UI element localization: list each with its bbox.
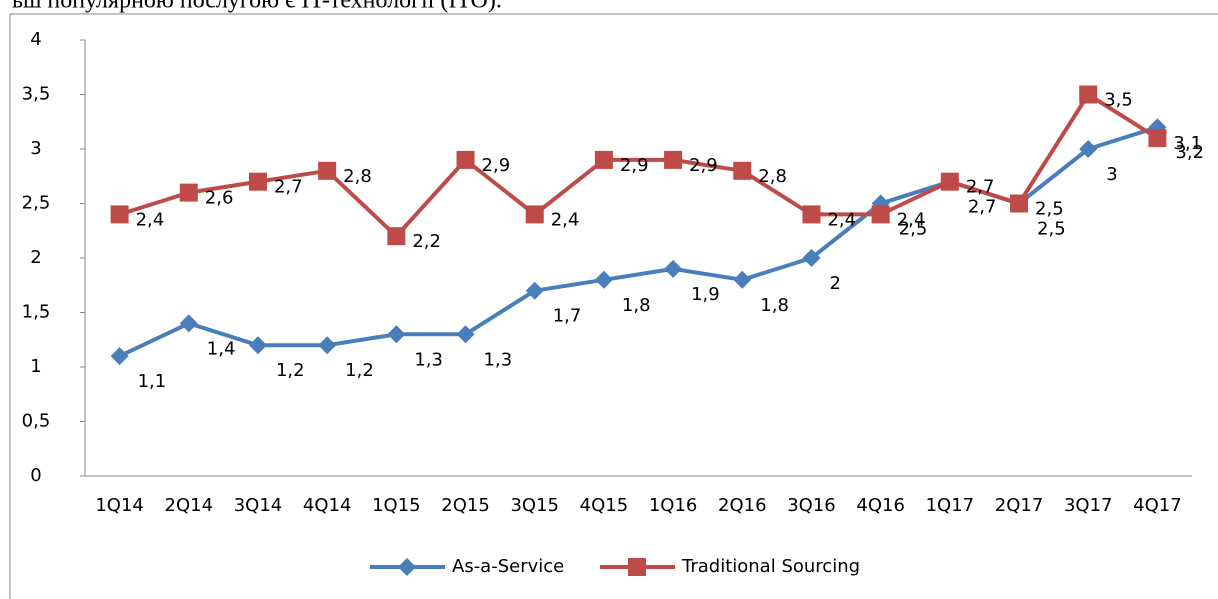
x-tick-label: 2Q17 xyxy=(995,495,1044,516)
x-tick-label: 1Q17 xyxy=(926,495,975,516)
data-label: 1,7 xyxy=(553,306,582,327)
x-tick-label: 4Q17 xyxy=(1133,495,1182,516)
x-tick-label: 1Q15 xyxy=(372,495,421,516)
marker xyxy=(456,325,475,344)
marker xyxy=(110,205,129,224)
x-tick-label: 4Q16 xyxy=(856,495,905,516)
data-label: 2,8 xyxy=(758,166,787,187)
marker xyxy=(628,558,646,576)
x-tick-label: 2Q15 xyxy=(441,495,490,516)
marker xyxy=(456,150,475,169)
y-tick-label: 0 xyxy=(30,465,41,486)
marker xyxy=(664,259,683,278)
x-tick-label: 3Q14 xyxy=(234,495,283,516)
header-text: ьш популярною послугою є IT-технології (… xyxy=(12,0,502,14)
data-label: 1,2 xyxy=(276,360,305,381)
data-label: 1,3 xyxy=(414,349,443,370)
y-tick-label: 0,5 xyxy=(22,411,51,432)
marker xyxy=(802,249,821,267)
marker xyxy=(940,172,959,191)
legend-label: Traditional Sourcing xyxy=(681,556,860,577)
data-label: 2,5 xyxy=(1037,219,1066,240)
y-tick-label: 1 xyxy=(30,356,41,377)
marker xyxy=(318,336,337,355)
marker xyxy=(594,150,613,169)
y-tick-label: 1,5 xyxy=(22,302,51,323)
marker xyxy=(318,161,337,180)
marker xyxy=(664,150,683,169)
marker xyxy=(179,183,198,202)
data-label: 2,7 xyxy=(966,177,995,198)
data-label: 1,9 xyxy=(691,284,720,305)
data-label: 1,8 xyxy=(622,295,651,316)
data-label: 2,8 xyxy=(343,166,372,187)
x-tick-label: 4Q15 xyxy=(580,495,629,516)
marker xyxy=(1079,140,1098,158)
header-mask xyxy=(0,14,1218,16)
data-label: 1,2 xyxy=(345,360,374,381)
data-label: 2,4 xyxy=(827,209,856,230)
x-tick-label: 2Q14 xyxy=(165,495,214,516)
marker xyxy=(1148,129,1167,148)
data-label: 2,9 xyxy=(689,155,718,176)
x-tick-label: 3Q15 xyxy=(510,495,559,516)
data-label: 2,7 xyxy=(968,197,997,218)
data-label: 3,1 xyxy=(1173,133,1202,154)
data-label: 2,4 xyxy=(136,209,165,230)
marker xyxy=(248,172,267,191)
y-tick-label: 2,5 xyxy=(22,193,51,214)
data-label: 1,8 xyxy=(760,295,789,316)
y-tick-label: 4 xyxy=(30,29,41,50)
data-label: 3,5 xyxy=(1104,90,1133,111)
data-label: 3 xyxy=(1106,164,1117,185)
y-tick-label: 3 xyxy=(30,138,41,159)
x-tick-label: 2Q16 xyxy=(718,495,767,516)
data-label: 2,4 xyxy=(897,209,926,230)
series-line xyxy=(118,92,1159,239)
marker xyxy=(871,205,890,224)
data-label: 1,1 xyxy=(138,371,167,392)
data-label: 2,7 xyxy=(274,177,303,198)
data-label: 2,6 xyxy=(205,188,234,209)
x-tick-label: 3Q16 xyxy=(787,495,836,516)
data-label: 2,2 xyxy=(412,231,441,252)
marker xyxy=(398,558,416,576)
marker xyxy=(733,161,752,180)
x-tick-label: 1Q14 xyxy=(95,495,144,516)
marker xyxy=(179,314,198,333)
data-label: 2,5 xyxy=(1035,199,1064,220)
marker xyxy=(802,205,821,224)
data-label: 1,4 xyxy=(207,338,236,359)
data-label: 2,9 xyxy=(620,155,649,176)
x-tick-label: 3Q17 xyxy=(1064,495,1113,516)
x-tick-label: 1Q16 xyxy=(649,495,698,516)
data-label: 2,5 xyxy=(899,219,928,240)
data-label: 2 xyxy=(829,273,840,294)
marker xyxy=(387,227,406,246)
legend-label: As-a-Service xyxy=(452,556,564,577)
marker xyxy=(525,281,544,300)
data-label: 2,4 xyxy=(551,209,580,230)
y-tick-label: 2 xyxy=(30,247,41,268)
marker xyxy=(733,270,752,289)
marker xyxy=(248,336,267,355)
marker xyxy=(594,270,613,289)
marker xyxy=(387,325,406,344)
data-label: 2,9 xyxy=(482,155,511,176)
marker xyxy=(1010,194,1029,213)
marker xyxy=(110,347,129,366)
y-tick-label: 3,5 xyxy=(22,84,51,105)
x-tick-label: 4Q14 xyxy=(303,495,352,516)
data-label: 1,3 xyxy=(484,349,513,370)
marker xyxy=(1079,85,1098,104)
data-label: 3,2 xyxy=(1175,142,1204,163)
marker xyxy=(525,205,544,224)
